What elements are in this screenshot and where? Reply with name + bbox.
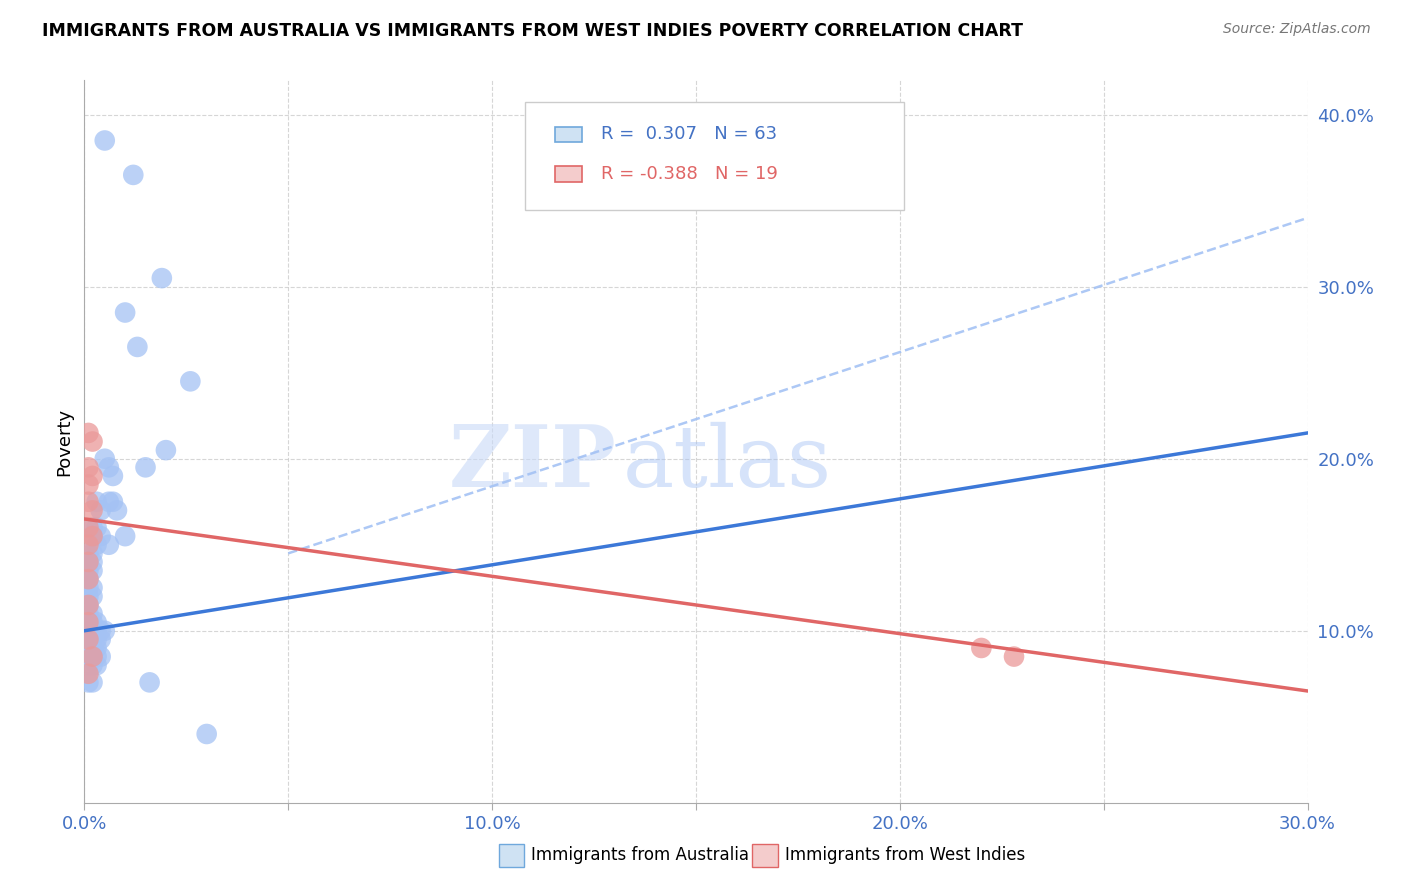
Point — [77, 572, 100, 586]
Point — [82, 624, 104, 638]
Point — [86, 624, 108, 638]
Point — [90, 624, 112, 638]
Point — [77, 425, 100, 440]
Point — [77, 520, 100, 534]
Point — [90, 632, 112, 647]
Point — [77, 494, 100, 508]
Point — [82, 529, 104, 543]
Point — [77, 658, 100, 673]
Point — [77, 581, 100, 595]
Point — [77, 538, 100, 552]
Text: Immigrants from West Indies: Immigrants from West Indies — [785, 847, 1025, 864]
Point — [82, 529, 104, 543]
Point — [1002, 649, 1025, 664]
Text: Immigrants from Australia: Immigrants from Australia — [531, 847, 749, 864]
Text: IMMIGRANTS FROM AUSTRALIA VS IMMIGRANTS FROM WEST INDIES POVERTY CORRELATION CHA: IMMIGRANTS FROM AUSTRALIA VS IMMIGRANTS … — [42, 22, 1024, 40]
Point — [97, 494, 120, 508]
Point — [77, 632, 100, 647]
Point — [101, 494, 124, 508]
Point — [82, 640, 104, 655]
Point — [77, 640, 100, 655]
FancyBboxPatch shape — [555, 166, 582, 182]
Point — [77, 590, 100, 604]
Point — [86, 649, 108, 664]
Point — [82, 658, 104, 673]
Point — [82, 546, 104, 560]
Point — [77, 649, 100, 664]
Point — [179, 375, 201, 389]
Point — [97, 460, 120, 475]
Point — [82, 649, 104, 664]
Text: atlas: atlas — [623, 422, 832, 505]
Point — [82, 434, 104, 449]
Point — [86, 640, 108, 655]
Point — [114, 305, 136, 319]
Point — [138, 675, 160, 690]
Point — [135, 460, 157, 475]
Point — [77, 546, 100, 560]
Point — [114, 529, 136, 543]
Point — [86, 658, 108, 673]
Point — [77, 460, 100, 475]
Point — [90, 529, 112, 543]
Point — [127, 340, 149, 354]
Point — [77, 598, 100, 612]
Y-axis label: Poverty: Poverty — [55, 408, 73, 475]
Point — [90, 649, 112, 664]
Point — [82, 590, 104, 604]
Point — [82, 503, 104, 517]
Point — [82, 632, 104, 647]
Point — [82, 649, 104, 664]
Point — [150, 271, 173, 285]
Text: ZIP: ZIP — [449, 421, 616, 505]
Point — [77, 615, 100, 630]
Point — [86, 615, 108, 630]
Point — [77, 632, 100, 647]
FancyBboxPatch shape — [555, 127, 582, 143]
Point — [82, 555, 104, 569]
Point — [86, 520, 108, 534]
Point — [86, 632, 108, 647]
Point — [77, 607, 100, 621]
Point — [93, 133, 115, 147]
Point — [77, 564, 100, 578]
Point — [77, 572, 100, 586]
Point — [970, 640, 993, 655]
Point — [86, 538, 108, 552]
Point — [82, 520, 104, 534]
Point — [77, 555, 100, 569]
Point — [122, 168, 145, 182]
Point — [77, 675, 100, 690]
Point — [77, 615, 100, 630]
Point — [82, 469, 104, 483]
Point — [93, 451, 115, 466]
Point — [77, 598, 100, 612]
Point — [82, 607, 104, 621]
FancyBboxPatch shape — [524, 102, 904, 211]
Point — [82, 615, 104, 630]
Point — [77, 624, 100, 638]
Point — [101, 469, 124, 483]
Point — [155, 443, 177, 458]
Point — [82, 564, 104, 578]
Point — [90, 503, 112, 517]
Point — [77, 555, 100, 569]
Point — [86, 494, 108, 508]
Point — [77, 477, 100, 491]
Point — [97, 538, 120, 552]
Point — [195, 727, 218, 741]
Text: Source: ZipAtlas.com: Source: ZipAtlas.com — [1223, 22, 1371, 37]
Text: R =  0.307   N = 63: R = 0.307 N = 63 — [600, 126, 776, 144]
Point — [82, 581, 104, 595]
Point — [93, 624, 115, 638]
Point — [82, 675, 104, 690]
Point — [105, 503, 128, 517]
Text: R = -0.388   N = 19: R = -0.388 N = 19 — [600, 165, 778, 183]
Point — [77, 666, 100, 681]
